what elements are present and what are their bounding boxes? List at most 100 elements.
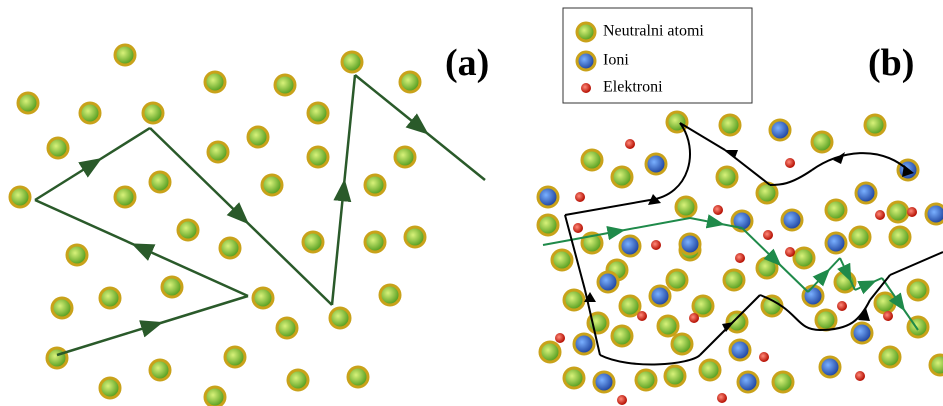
- atom: [886, 200, 910, 224]
- ion: [618, 234, 642, 258]
- atom: [65, 243, 89, 267]
- atom: [306, 101, 330, 125]
- arrow-head: [858, 308, 870, 321]
- atom: [141, 101, 165, 125]
- atom: [760, 294, 784, 318]
- ion: [824, 231, 848, 255]
- atom: [206, 140, 230, 164]
- electron: [875, 210, 885, 220]
- electron: [837, 301, 847, 311]
- legend-label: Ioni: [603, 52, 629, 69]
- atom: [610, 165, 634, 189]
- atom: [580, 148, 604, 172]
- ion: [850, 321, 874, 345]
- atom: [878, 345, 902, 369]
- electron: [763, 230, 773, 240]
- atom: [328, 306, 352, 330]
- electron: [855, 371, 865, 381]
- trajectory: [689, 214, 743, 229]
- ion: [736, 370, 760, 394]
- atom: [580, 231, 604, 255]
- atom: [906, 278, 930, 302]
- atom: [113, 185, 137, 209]
- trajectory: [869, 274, 891, 301]
- ion: [780, 208, 804, 232]
- ion: [768, 118, 792, 142]
- atom: [16, 91, 40, 115]
- atom: [771, 370, 795, 394]
- atom: [98, 286, 122, 310]
- atom: [8, 185, 32, 209]
- electron: [575, 192, 585, 202]
- atom: [340, 50, 364, 74]
- atom: [634, 368, 658, 392]
- trajectory: [759, 294, 821, 331]
- atom: [251, 286, 275, 310]
- atom: [824, 198, 848, 222]
- electron: [717, 393, 727, 403]
- ion: [728, 338, 752, 362]
- atom: [148, 170, 172, 194]
- trajectory: [56, 294, 249, 357]
- trajectory: [599, 354, 701, 366]
- electron: [883, 311, 893, 321]
- atom: [393, 145, 417, 169]
- trajectory: [330, 74, 357, 306]
- atom: [160, 275, 184, 299]
- atom: [670, 332, 694, 356]
- electron: [735, 253, 745, 263]
- ion: [730, 209, 754, 233]
- atom: [346, 365, 370, 389]
- atom: [378, 283, 402, 307]
- atom: [725, 310, 749, 334]
- atom: [718, 113, 742, 137]
- electron: [785, 247, 795, 257]
- trajectory: [34, 198, 249, 298]
- legend-atom: [575, 21, 597, 43]
- arrow-head: [722, 322, 734, 332]
- atom: [306, 145, 330, 169]
- atom: [698, 358, 722, 382]
- atom: [176, 218, 200, 242]
- atom: [301, 230, 325, 254]
- ion: [678, 232, 702, 256]
- arrow-head: [902, 165, 914, 177]
- electron: [555, 333, 565, 343]
- atom: [363, 230, 387, 254]
- atom: [656, 314, 680, 338]
- trajectory: [854, 277, 883, 295]
- trajectory: [149, 127, 333, 306]
- atom: [98, 376, 122, 400]
- atom: [610, 324, 634, 348]
- atom: [674, 195, 698, 219]
- trajectory: [649, 122, 691, 201]
- trajectory: [837, 257, 856, 291]
- legend: Neutralni atomi Ioni Elektroni: [575, 21, 704, 96]
- ion: [924, 202, 943, 226]
- arrow-head: [833, 152, 845, 164]
- trajectory: [811, 152, 909, 171]
- atom: [663, 364, 687, 388]
- electron: [759, 352, 769, 362]
- atom: [203, 385, 227, 406]
- ion: [644, 152, 668, 176]
- atom: [260, 173, 284, 197]
- atom: [715, 165, 739, 189]
- legend-ion: [575, 50, 597, 72]
- trajectory: [679, 122, 726, 151]
- atom: [286, 368, 310, 392]
- trajectory: [354, 74, 486, 181]
- atom: [275, 316, 299, 340]
- trajectory: [741, 227, 809, 293]
- atom: [848, 225, 872, 249]
- atom: [536, 213, 560, 237]
- atom: [814, 308, 838, 332]
- atom: [50, 296, 74, 320]
- legend-electron: [581, 83, 591, 93]
- atom: [810, 130, 834, 154]
- trajectory: [542, 217, 691, 246]
- trajectory: [34, 126, 151, 202]
- ion: [596, 270, 620, 294]
- atom: [223, 345, 247, 369]
